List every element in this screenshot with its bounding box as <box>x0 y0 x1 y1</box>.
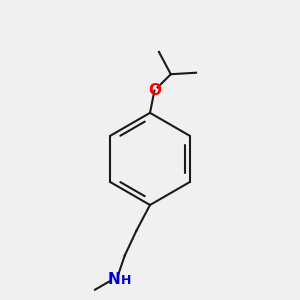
Text: O: O <box>148 83 161 98</box>
Text: N: N <box>108 272 121 287</box>
Text: H: H <box>120 274 131 287</box>
